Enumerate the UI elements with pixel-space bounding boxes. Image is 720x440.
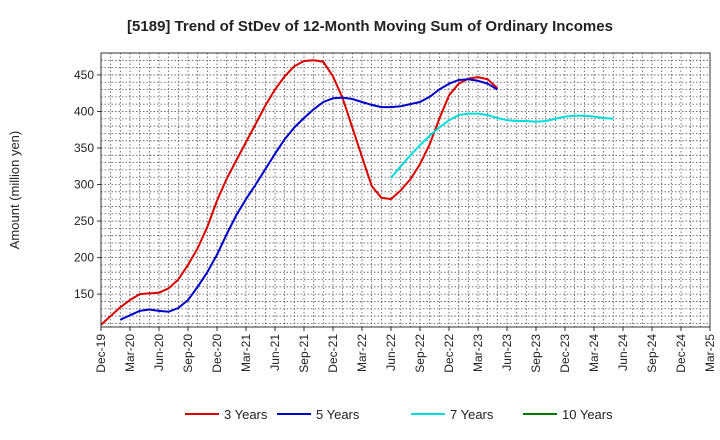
y-tick-label: 250	[74, 214, 94, 228]
y-axis-ticks: 150 200 250 300 350 400 450	[74, 68, 101, 301]
x-tick-label: Dec-22	[442, 334, 456, 373]
series-line-5-years	[119, 78, 498, 321]
y-axis-label: Amount (million yen)	[7, 131, 22, 250]
x-tick-label: Dec-19	[94, 334, 108, 373]
x-tick-label: Sep-24	[645, 334, 659, 373]
x-tick-label: Mar-24	[587, 334, 601, 372]
x-tick-label: Mar-22	[355, 334, 369, 372]
x-tick-label: Dec-24	[674, 334, 688, 373]
legend-label: 3 Years	[224, 407, 268, 422]
chart-title: [5189] Trend of StDev of 12-Month Moving…	[127, 18, 613, 35]
x-tick-label: Jun-22	[384, 334, 398, 371]
legend-label: 7 Years	[450, 407, 494, 422]
series-lines	[100, 59, 614, 326]
x-axis-ticks: Dec-19 Mar-20 Jun-20 Sep-20 Dec-20 Mar-21 Jun-…	[94, 327, 717, 373]
legend: 3 Years 5 Years 7 Years 10 Years	[185, 407, 613, 422]
legend-label: 5 Years	[316, 407, 360, 422]
x-tick-label: Mar-25	[703, 334, 717, 372]
x-tick-label: Dec-23	[558, 334, 572, 373]
x-tick-label: Jun-23	[500, 334, 514, 371]
y-tick-label: 350	[74, 141, 94, 155]
x-tick-label: Dec-20	[210, 334, 224, 373]
x-tick-label: Jun-24	[616, 334, 630, 371]
x-tick-label: Jun-21	[268, 334, 282, 371]
series-line-7-years	[390, 112, 614, 179]
x-tick-label: Mar-20	[123, 334, 137, 372]
x-tick-label: Dec-21	[326, 334, 340, 373]
plot-frame	[100, 52, 711, 328]
x-tick-label: Mar-23	[471, 334, 485, 372]
x-tick-label: Sep-23	[529, 334, 543, 373]
x-tick-label: Sep-20	[181, 334, 195, 373]
x-tick-label: Mar-21	[239, 334, 253, 372]
legend-label: 10 Years	[562, 407, 613, 422]
y-tick-label: 450	[74, 68, 94, 82]
x-tick-label: Sep-22	[413, 334, 427, 373]
y-tick-label: 300	[74, 178, 94, 192]
x-tick-label: Jun-20	[152, 334, 166, 371]
y-tick-label: 400	[74, 104, 94, 118]
y-tick-label: 150	[74, 287, 94, 301]
x-tick-label: Sep-21	[297, 334, 311, 373]
gridlines	[101, 53, 710, 327]
y-tick-label: 200	[74, 251, 94, 265]
series-line-3-years	[100, 59, 498, 326]
